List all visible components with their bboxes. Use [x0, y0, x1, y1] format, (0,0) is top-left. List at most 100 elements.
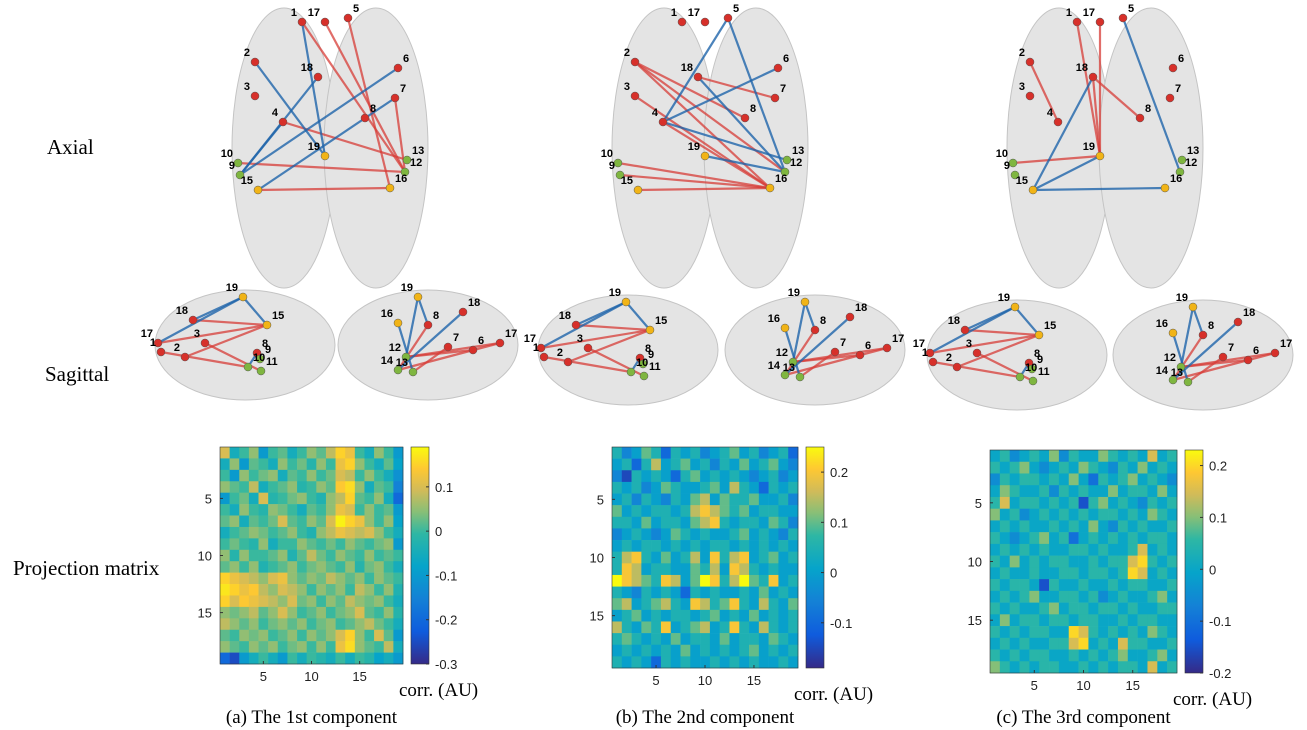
- heatmap-cell: [710, 610, 720, 622]
- heatmap-cell: [759, 459, 769, 471]
- heatmap-cell: [336, 481, 346, 493]
- heatmap-cell: [632, 540, 642, 552]
- heatmap-cell: [1049, 579, 1059, 591]
- heatmap-cell: [393, 481, 403, 493]
- node-label: 19: [401, 282, 413, 294]
- heatmap-cell: [720, 482, 730, 494]
- heatmap-cell: [1088, 567, 1098, 579]
- heatmap-cell: [1020, 661, 1030, 673]
- heatmap-cell: [393, 538, 403, 550]
- heatmap-cell: [788, 494, 798, 506]
- heatmap-cell: [355, 595, 365, 607]
- node-label: 9: [1037, 354, 1043, 366]
- heatmap-cell: [384, 447, 394, 459]
- heatmap-cell: [336, 573, 346, 585]
- heatmap-cell: [641, 517, 651, 529]
- heatmap-cell: [622, 459, 632, 471]
- heatmap-cell: [287, 493, 297, 505]
- heatmap-cell: [612, 587, 622, 599]
- heatmap-cell: [651, 505, 661, 517]
- colorbar-tick-label: -0.2: [435, 613, 457, 628]
- heatmap-cell: [1059, 638, 1069, 650]
- heatmap-cell: [651, 610, 661, 622]
- heatmap-cell: [364, 641, 374, 653]
- node: [564, 358, 572, 366]
- heatmap-cell: [307, 630, 317, 642]
- colorbar-tick-label: 0.1: [830, 515, 848, 530]
- heatmap-cell: [287, 653, 297, 665]
- node-label: 8: [1208, 320, 1214, 332]
- heatmap-cell: [1167, 462, 1177, 474]
- node: [1026, 58, 1034, 66]
- heatmap-cell: [1167, 556, 1177, 568]
- heatmap-cell: [1128, 462, 1138, 474]
- heatmap-cell: [1069, 603, 1079, 615]
- heatmap-cell: [681, 494, 691, 506]
- heatmap-cell: [259, 550, 269, 562]
- heatmap-cell: [1000, 579, 1010, 591]
- heatmap-cell: [1020, 544, 1030, 556]
- heatmap-cell: [739, 563, 749, 575]
- heatmap-cell: [249, 630, 259, 642]
- node: [344, 14, 352, 22]
- heatmap-cell: [1059, 509, 1069, 521]
- heatmap-cell: [307, 595, 317, 607]
- heatmap-cell: [788, 447, 798, 459]
- heatmap-cell: [778, 494, 788, 506]
- heatmap-cell: [778, 447, 788, 459]
- heatmap-cell: [1000, 591, 1010, 603]
- node-label: 10: [221, 148, 233, 160]
- heatmap-cell: [1069, 638, 1079, 650]
- heatmap-cell: [1147, 556, 1157, 568]
- node: [157, 348, 165, 356]
- heatmap-cell: [622, 633, 632, 645]
- node-label: 8: [1145, 103, 1151, 115]
- y-tick-label: 10: [968, 555, 982, 570]
- heatmap-cell: [1069, 626, 1079, 638]
- heatmap-cell: [769, 645, 779, 657]
- heatmap-cell: [990, 579, 1000, 591]
- heatmap-cell: [671, 517, 681, 529]
- heatmap-cell: [230, 550, 240, 562]
- heatmap-cell: [355, 504, 365, 516]
- node: [409, 368, 417, 376]
- colorbar-tick-label: -0.3: [435, 657, 457, 672]
- heatmap-cell: [1088, 544, 1098, 556]
- heatmap-cell: [1069, 556, 1079, 568]
- node-label: 19: [1083, 141, 1095, 153]
- node: [201, 339, 209, 347]
- heatmap-cell: [1128, 650, 1138, 662]
- heatmap-cell: [700, 645, 710, 657]
- heatmap-cell: [1000, 626, 1010, 638]
- heatmap-cell: [384, 595, 394, 607]
- heatmap-cell: [1157, 591, 1167, 603]
- heatmap-cell: [278, 595, 288, 607]
- node-label: 17: [1280, 338, 1292, 350]
- heatmap-cell: [690, 598, 700, 610]
- heatmap-cell: [1167, 614, 1177, 626]
- heatmap-cell: [1128, 485, 1138, 497]
- heatmap-cell: [788, 563, 798, 575]
- heatmap-cell: [1010, 485, 1020, 497]
- heatmap-cell: [622, 552, 632, 564]
- heatmap-cell: [720, 517, 730, 529]
- heatmap-cell: [1049, 520, 1059, 532]
- heatmap-cell: [1108, 520, 1118, 532]
- heatmap-cell: [1049, 638, 1059, 650]
- heatmap-cell: [326, 653, 336, 665]
- heatmap-cell: [622, 563, 632, 575]
- heatmap-cell: [710, 563, 720, 575]
- heatmap-cell: [661, 610, 671, 622]
- heatmap-cell: [393, 607, 403, 619]
- heatmap-cell: [374, 458, 384, 470]
- heatmap-cell: [345, 595, 355, 607]
- heatmap-cell: [230, 481, 240, 493]
- heatmap-cell: [1000, 509, 1010, 521]
- node-label: 13: [396, 357, 408, 369]
- heatmap-cell: [671, 552, 681, 564]
- heatmap-cell: [1049, 626, 1059, 638]
- heatmap-cell: [268, 607, 278, 619]
- row-label: Sagittal: [45, 362, 109, 386]
- heatmap-cell: [297, 458, 307, 470]
- heatmap-cell: [710, 645, 720, 657]
